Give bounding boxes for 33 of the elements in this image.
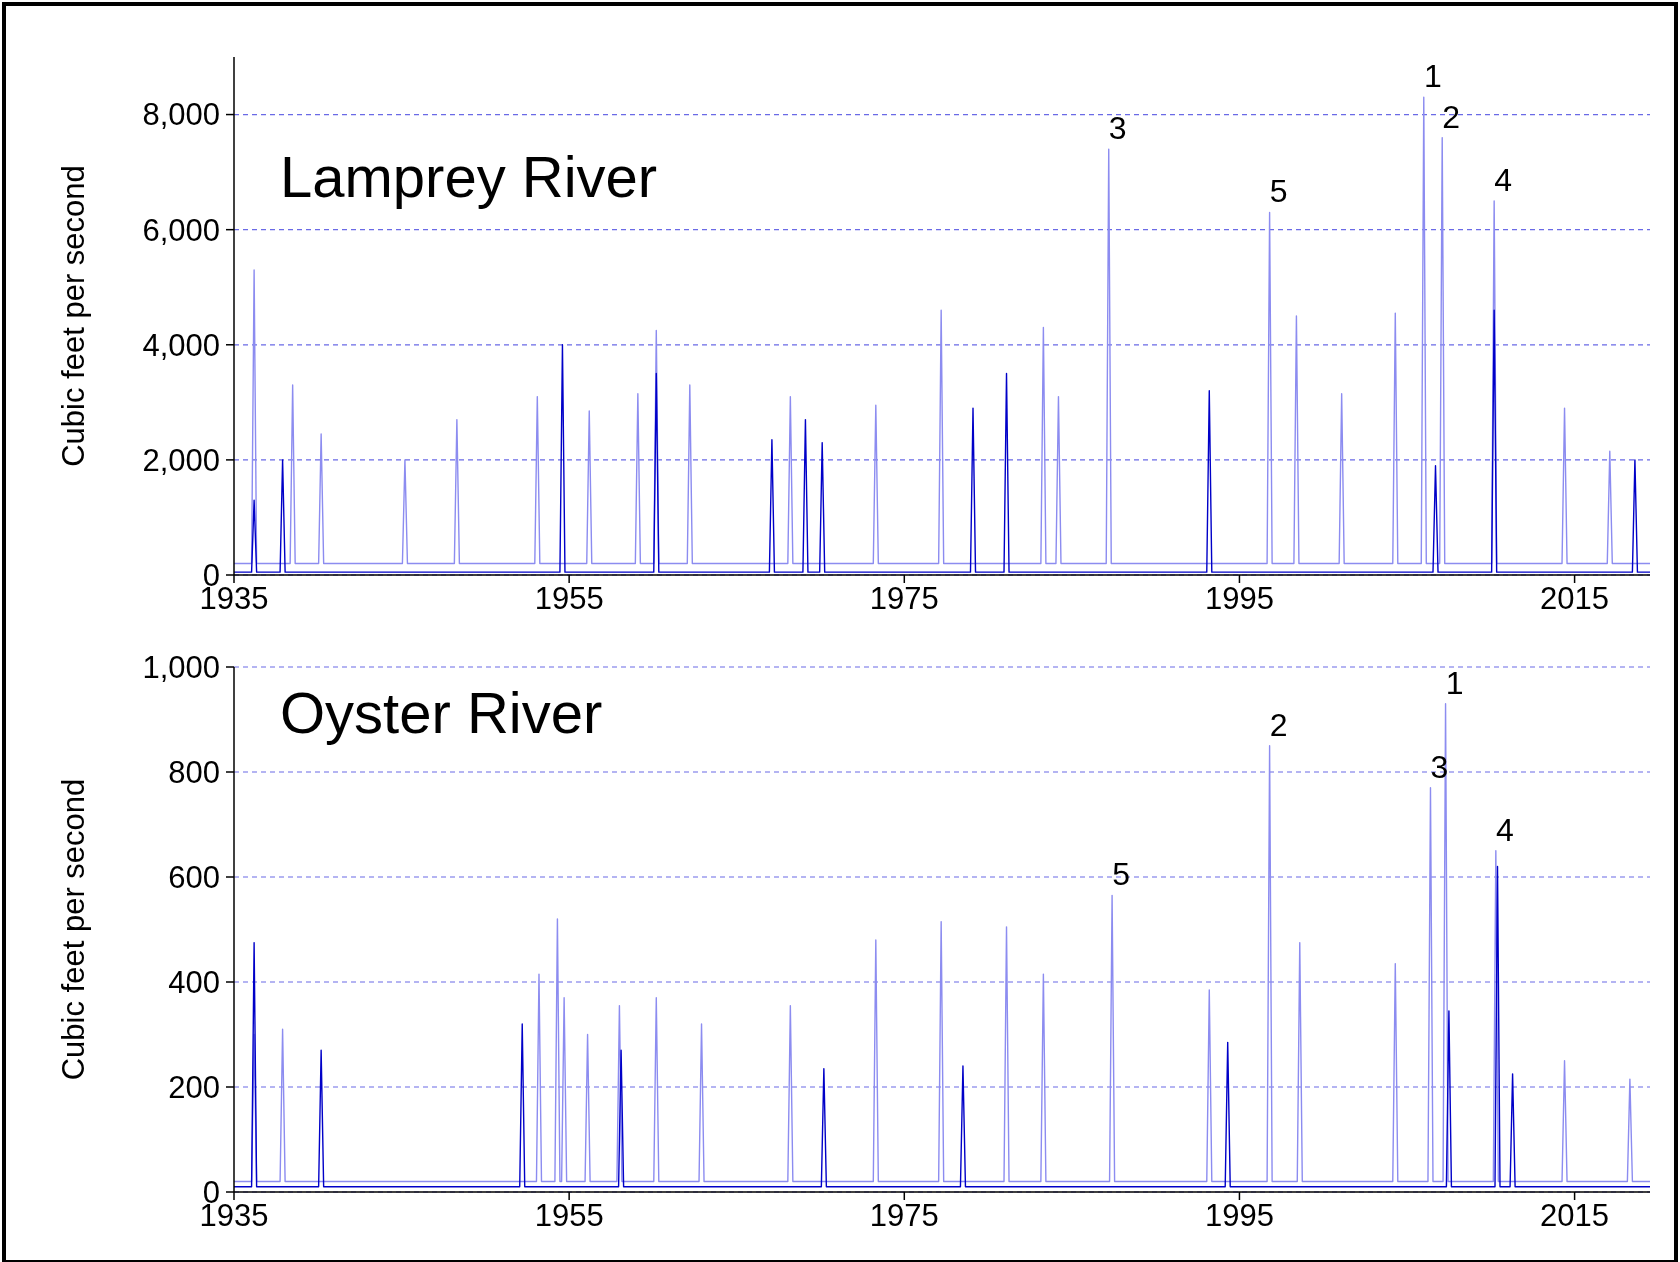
annotation: 1: [1445, 664, 1464, 701]
annotation: 3: [1430, 748, 1449, 785]
annotation: 2: [1269, 706, 1288, 743]
y-tick-label: 800: [168, 754, 220, 790]
annotation: 1: [1423, 58, 1442, 95]
annotation: 4: [1495, 811, 1514, 848]
x-tick-label: 1955: [534, 581, 604, 616]
y-tick-label: 400: [168, 964, 220, 1000]
annotation: 5: [1269, 173, 1288, 210]
line-series: [233, 865, 1651, 1188]
x-tick-label: 1995: [1204, 1198, 1274, 1233]
y-tick-label: 6,000: [142, 212, 220, 248]
y-tick-label: 1,000: [142, 649, 220, 685]
x-tick-label: 2015: [1540, 581, 1610, 616]
y-tick-label: 2,000: [142, 442, 220, 478]
y-tick-label: 8,000: [142, 97, 220, 133]
line-series: [233, 96, 1651, 565]
x-tick-label: 1995: [1204, 581, 1274, 616]
y-tick-label: 4,000: [142, 327, 220, 363]
text: Lamprey River: [280, 144, 658, 209]
x-tick-label: 1975: [869, 581, 939, 616]
y-axis-title: Cubic feet per second: [56, 165, 91, 467]
x-tick-label: 1975: [869, 1198, 939, 1233]
y-axis-title: Cubic feet per second: [56, 778, 91, 1081]
annotation: 4: [1494, 161, 1513, 198]
chart-title: Oyster River: [280, 680, 603, 745]
y-tick-label: 200: [168, 1069, 220, 1105]
x-tick-label: 1955: [534, 1198, 604, 1233]
y-tick-label: 600: [168, 859, 220, 895]
x-tick-label: 2015: [1540, 1198, 1610, 1233]
annotation: 5: [1112, 856, 1130, 893]
annotation: 2: [1442, 98, 1461, 135]
annotation: 3: [1108, 110, 1127, 147]
